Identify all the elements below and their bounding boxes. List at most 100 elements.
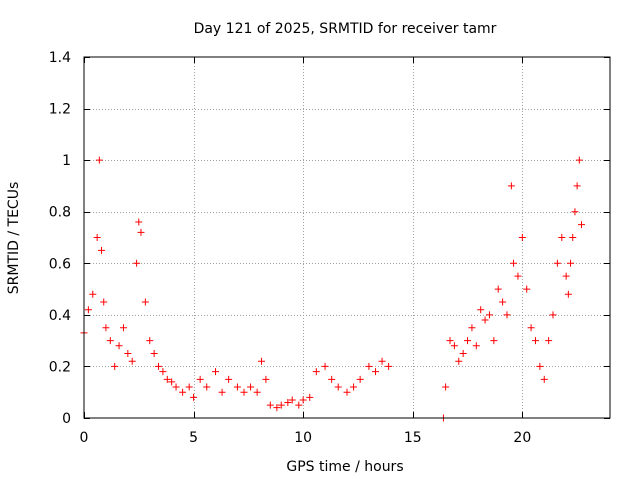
data-point bbox=[442, 383, 450, 391]
data-point bbox=[185, 383, 193, 391]
data-point bbox=[240, 388, 248, 396]
data-point bbox=[98, 246, 106, 254]
data-point bbox=[536, 362, 544, 370]
data-point bbox=[385, 362, 393, 370]
data-point bbox=[549, 311, 557, 319]
data-point bbox=[225, 375, 233, 383]
tick-labels: 0 5 10 15 20 0 0.2 0.4 0.6 0.8 1 1.2 1.4 bbox=[49, 50, 532, 446]
data-point bbox=[93, 234, 101, 241]
data-point bbox=[573, 182, 581, 190]
data-point bbox=[179, 388, 187, 396]
data-point bbox=[146, 337, 154, 345]
data-point bbox=[455, 357, 463, 365]
data-point bbox=[365, 362, 373, 370]
data-point bbox=[218, 388, 226, 396]
y-tick-label: 1 bbox=[62, 153, 71, 169]
data-point bbox=[95, 156, 103, 164]
data-point bbox=[371, 368, 379, 376]
data-point bbox=[571, 208, 579, 216]
data-point bbox=[119, 324, 127, 332]
data-point bbox=[84, 306, 92, 314]
data-markers bbox=[80, 156, 586, 422]
data-point bbox=[172, 383, 180, 391]
axis-ticks bbox=[84, 57, 610, 419]
data-point bbox=[499, 298, 507, 306]
data-point bbox=[553, 259, 561, 267]
data-point bbox=[518, 234, 526, 241]
data-point bbox=[468, 324, 476, 332]
data-point bbox=[141, 298, 149, 306]
data-point bbox=[233, 383, 241, 391]
data-point bbox=[100, 298, 108, 306]
data-point bbox=[481, 316, 489, 324]
data-point bbox=[159, 368, 167, 376]
data-point bbox=[343, 388, 351, 396]
data-point bbox=[212, 368, 219, 376]
data-point bbox=[258, 357, 266, 365]
data-point bbox=[378, 357, 386, 365]
data-point bbox=[295, 401, 303, 409]
data-point bbox=[540, 375, 548, 383]
y-tick-label: 0.8 bbox=[49, 205, 71, 221]
data-point bbox=[507, 182, 515, 190]
data-point bbox=[334, 383, 342, 391]
data-point bbox=[312, 368, 320, 376]
data-point bbox=[106, 337, 114, 345]
data-point bbox=[111, 362, 119, 370]
data-point bbox=[527, 324, 535, 332]
y-tick-label: 1.2 bbox=[49, 102, 71, 118]
data-point bbox=[446, 337, 454, 345]
data-point bbox=[168, 378, 176, 386]
data-point bbox=[253, 388, 261, 396]
plot-frame bbox=[83, 56, 611, 419]
data-point bbox=[299, 396, 307, 404]
data-point bbox=[137, 228, 145, 236]
data-point bbox=[464, 337, 472, 345]
data-point bbox=[321, 362, 329, 370]
data-point bbox=[196, 375, 204, 383]
data-point bbox=[569, 234, 577, 241]
data-point bbox=[545, 337, 553, 345]
data-point bbox=[284, 399, 292, 407]
y-tick-label: 0.6 bbox=[49, 256, 71, 272]
data-point bbox=[450, 342, 458, 350]
data-point bbox=[155, 362, 163, 370]
data-point bbox=[306, 393, 314, 401]
data-point bbox=[459, 350, 467, 358]
data-point bbox=[102, 324, 110, 332]
data-point bbox=[350, 383, 358, 391]
data-point bbox=[567, 259, 575, 267]
data-point bbox=[531, 337, 539, 345]
data-point bbox=[472, 342, 480, 350]
data-point bbox=[514, 272, 522, 280]
data-point bbox=[115, 342, 123, 350]
data-point bbox=[477, 306, 485, 314]
data-point bbox=[510, 259, 518, 267]
x-tick-label: 10 bbox=[294, 430, 312, 446]
data-point bbox=[562, 272, 570, 280]
data-point bbox=[89, 290, 97, 298]
data-point bbox=[490, 337, 498, 345]
data-point bbox=[273, 404, 281, 412]
x-axis-label: GPS time / hours bbox=[286, 459, 403, 475]
data-point bbox=[163, 375, 171, 383]
data-point bbox=[564, 290, 572, 298]
y-axis-label: SRMTID / TECUs bbox=[6, 182, 22, 295]
y-tick-label: 0.4 bbox=[49, 308, 71, 324]
data-point bbox=[247, 383, 255, 391]
data-point bbox=[288, 396, 296, 404]
data-point bbox=[277, 401, 285, 409]
data-point bbox=[266, 401, 274, 409]
y-tick-label: 0.2 bbox=[49, 359, 71, 375]
data-point bbox=[485, 311, 493, 319]
data-point bbox=[578, 221, 586, 229]
data-point bbox=[135, 218, 143, 226]
chart-title: Day 121 of 2025, SRMTID for receiver tam… bbox=[194, 21, 497, 37]
data-point bbox=[133, 259, 141, 267]
data-point bbox=[575, 156, 583, 164]
y-tick-label: 0 bbox=[62, 411, 71, 427]
data-point bbox=[558, 234, 566, 241]
data-point bbox=[494, 285, 502, 293]
x-tick-label: 20 bbox=[513, 430, 531, 446]
